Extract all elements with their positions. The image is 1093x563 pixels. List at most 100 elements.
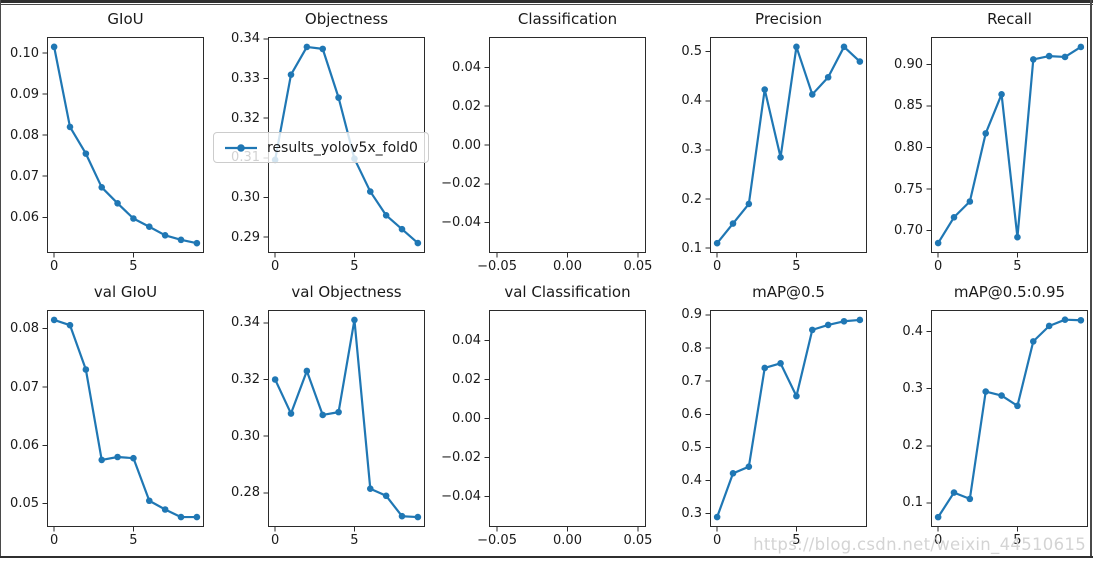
subplot-title: Precision [755,10,822,28]
y-tick-label: 0.06 [10,209,39,225]
subplot-classification: Classification 0.04 0.02 0.00 −0.02 −0.04 −0.0… [441,10,652,273]
subplot-recall: Recall 0.70 0.75 0.80 0.85 0.90 0 5 [894,10,1088,273]
y-tick-label: 0.80 [894,139,923,155]
y-tick-label: 0.33 [231,71,260,87]
subplot-title: val GIoU [93,283,158,301]
subplot-title: Classification [517,10,618,28]
subplot-giou: GIoU 0.06 0.07 0.08 0.09 0.10 0 5 [10,10,204,273]
x-tick-label: 0 [713,533,722,548]
y-tick-label: 0.2 [902,438,923,454]
y-tick-label: 0.90 [894,56,923,72]
x-tick-label: −0.05 [477,259,517,274]
y-tick-label: 0.34 [231,31,260,47]
x-tick-label: 5 [350,533,359,548]
x-tick-label: 0 [50,533,59,548]
legend: results_yolov5x_fold0 [213,132,429,163]
y-tick-label: 0.29 [231,229,260,245]
y-tick-label: −0.04 [441,488,481,504]
plot-canvas [42,37,204,258]
x-tick-label: 0.05 [623,259,653,274]
legend-label: results_yolov5x_fold0 [267,139,418,156]
y-tick-label: 0.00 [452,411,481,426]
y-tick-label: 0.05 [10,496,39,512]
y-tick-label: 0.1 [681,240,702,256]
y-tick-label: 0.07 [10,379,39,395]
y-tick-label: 0.30 [231,190,260,205]
y-tick-label: 0.9 [681,307,702,323]
plot-canvas [263,310,425,532]
frame-top-line [0,0,1093,3]
y-tick-label: 0.3 [902,381,923,397]
x-tick-label: 0 [271,533,280,548]
y-tick-label: 0.02 [452,372,481,388]
frame-right-line [1090,0,1092,557]
plot-canvas [705,37,867,258]
subplot-map05: mAP@0.5 0.3 0.4 0.5 0.6 0.7 0.8 0.9 0 5 [681,283,867,547]
x-tick-label: 5 [792,259,801,274]
subplot-title: mAP@0.5:0.95 [953,283,1066,301]
subplot-title: Recall [987,10,1032,28]
plot-canvas [484,37,646,258]
plot-canvas [42,310,204,532]
plot-canvas [926,37,1088,258]
y-tick-label: 0.04 [452,59,481,75]
y-tick-label: 0.06 [10,437,39,453]
x-tick-label: 5 [792,533,801,548]
x-tick-label: 0 [271,259,280,274]
subplot-precision: Precision 0.1 0.2 0.3 0.4 0.5 0 5 [681,10,867,273]
y-tick-label: 0.32 [231,110,260,126]
subplot-title: val Objectness [291,283,402,301]
watermark-text: https://blog.csdn.net/weixin_44510615 [753,535,1086,554]
y-tick-label: 0.09 [10,86,39,102]
subplot-title: GIoU [107,10,144,28]
y-tick-label: 0.4 [902,324,923,340]
y-tick-label: −0.04 [441,215,481,231]
plot-canvas [926,310,1088,532]
y-tick-label: 0.1 [902,495,923,511]
y-tick-label: 0.3 [681,142,702,158]
subplot-title: val Classification [504,283,631,301]
x-tick-label: 0.05 [623,533,653,548]
plot-canvas [484,310,646,532]
x-tick-label: 0.00 [553,259,582,274]
subplot-title: Objectness [304,10,389,28]
x-tick-label: 0 [934,533,943,548]
y-tick-label: 0.08 [10,321,39,337]
subplot-title: mAP@0.5 [752,283,825,301]
y-tick-label: 0.34 [231,315,260,331]
frame-top-inner-line [0,4,1093,5]
subplot-map05-095: mAP@0.5:0.95 0.1 0.2 0.3 0.4 0 5 [902,283,1088,547]
y-tick-label: 0.6 [681,406,702,422]
x-tick-label: 0 [50,259,59,274]
y-tick-label: 0.3 [681,506,702,522]
y-tick-label: 0.85 [894,98,923,114]
y-tick-label: 0.2 [681,191,702,207]
y-tick-label: 0.07 [10,168,39,184]
x-tick-label: 5 [129,533,138,548]
y-tick-label: 0.08 [10,127,39,143]
y-tick-label: 0.70 [894,223,923,239]
x-tick-label: 5 [129,259,138,274]
x-tick-label: 5 [1013,533,1022,548]
y-tick-label: 0.32 [231,371,260,387]
y-tick-label: 0.10 [10,45,39,61]
legend-line-marker-icon [225,143,257,152]
x-tick-label: −0.05 [477,533,517,548]
y-tick-label: 0.4 [681,473,702,489]
subplot-val-giou: val GIoU 0.05 0.06 0.07 0.08 0 5 [10,283,204,547]
frame-left-line [0,0,1,557]
y-tick-label: 0.75 [894,181,923,197]
y-tick-label: 0.7 [681,373,702,389]
y-tick-label: −0.02 [441,176,481,192]
y-tick-label: 0.5 [681,439,702,455]
y-tick-label: 0.00 [452,137,481,153]
x-tick-label: 0.00 [553,533,582,548]
y-tick-label: 0.02 [452,98,481,114]
y-tick-label: 0.4 [681,93,702,109]
x-tick-label: 0 [713,259,722,274]
y-tick-label: −0.02 [441,449,481,465]
subplot-val-objectness: val Objectness 0.28 0.30 0.32 0.34 0 5 [231,283,425,547]
plot-canvas [705,310,867,532]
